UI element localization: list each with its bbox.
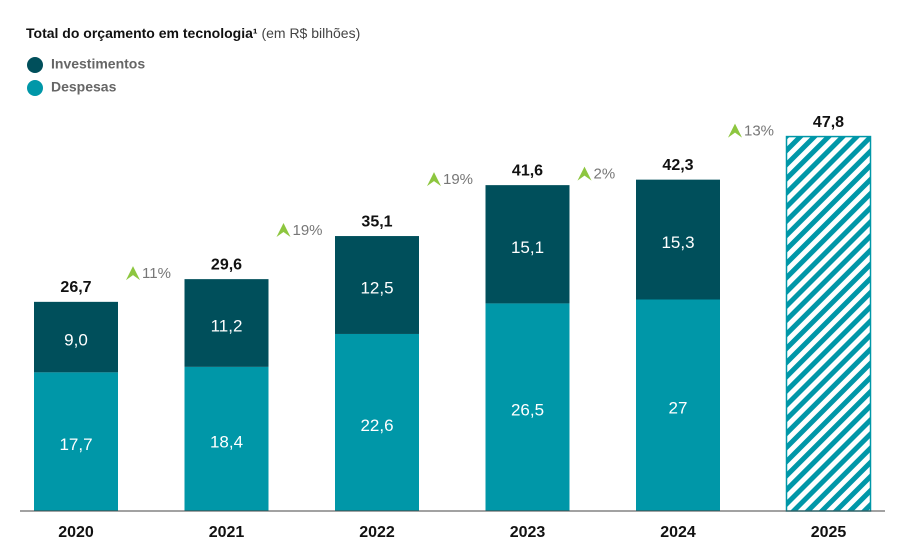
bar-value-label: 27: [669, 399, 688, 418]
legend-swatch: [27, 80, 43, 96]
total-label: 35,1: [361, 213, 392, 230]
bar-segment: [335, 236, 419, 334]
bar-value-label: 17,7: [59, 435, 92, 454]
total-label: 47,8: [813, 114, 844, 131]
growth-arrow: [126, 266, 140, 281]
bar-value-label: 12,5: [360, 278, 393, 297]
bar-segment: [485, 303, 570, 511]
bar-segment: [636, 179, 720, 300]
growth-label: 2%: [594, 166, 616, 183]
bar-segment: [636, 299, 720, 511]
growth-label: 13%: [744, 123, 774, 140]
legend-label: Despesas: [51, 79, 117, 95]
bar-value-label: 15,1: [511, 238, 544, 257]
bar-segment: [335, 333, 419, 511]
x-tick-label: 2025: [811, 524, 847, 541]
bar-value-label: 18,4: [210, 432, 243, 451]
growth-arrow: [728, 123, 742, 138]
forecast-bar: [785, 135, 872, 512]
bar-segment: [184, 279, 269, 367]
bar-value-label: 22,6: [360, 416, 393, 435]
total-label: 29,6: [211, 256, 242, 273]
total-label: 42,3: [662, 157, 693, 174]
bar-segment: [485, 185, 570, 304]
x-tick-label: 2021: [209, 524, 245, 541]
growth-label: 19%: [293, 222, 323, 239]
growth-arrow: [427, 172, 441, 187]
growth-label: 19%: [443, 171, 473, 188]
bar-value-label: 26,5: [511, 401, 544, 420]
legend-label: Investimentos: [51, 56, 145, 72]
legend-swatch: [27, 57, 43, 73]
growth-label: 11%: [142, 265, 171, 282]
x-tick-label: 2020: [58, 524, 94, 541]
bar-value-label: 15,3: [661, 233, 694, 252]
x-tick-label: 2023: [510, 524, 546, 541]
bar-segment: [34, 301, 118, 373]
bar-value-label: 11,2: [211, 316, 243, 335]
x-tick-label: 2024: [660, 524, 696, 541]
total-label: 41,6: [512, 162, 543, 179]
total-label: 26,7: [60, 279, 91, 296]
growth-arrow: [276, 223, 291, 238]
bar-value-label: 9,0: [64, 331, 88, 350]
bar-segment: [184, 366, 269, 511]
x-tick-label: 2022: [359, 524, 395, 541]
chart-title: Total do orçamento em tecnologia¹ (em R$…: [26, 25, 360, 41]
growth-arrow: [577, 166, 592, 181]
bar-segment: [34, 372, 118, 511]
